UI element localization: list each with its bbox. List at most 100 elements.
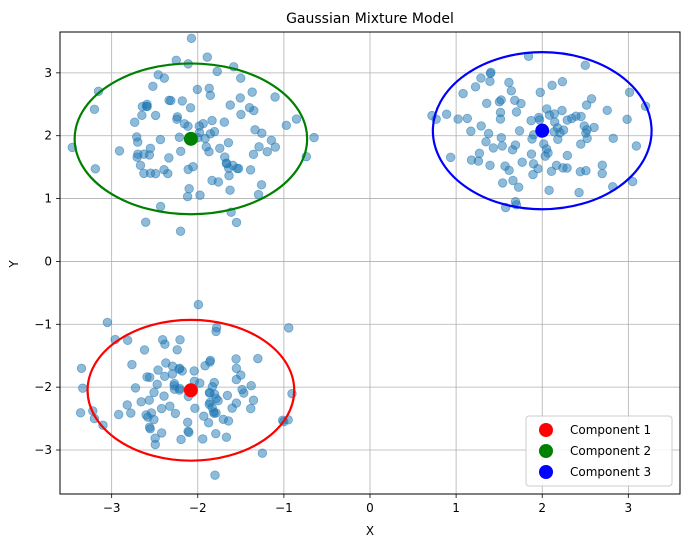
data-point (506, 86, 517, 96)
data-point (504, 77, 514, 88)
data-point (586, 94, 597, 104)
data-point (231, 217, 242, 228)
data-point (481, 98, 492, 109)
x-tick-label: −2 (189, 501, 207, 515)
x-axis-label: X (366, 524, 374, 538)
data-point (90, 164, 101, 174)
data-point (177, 96, 187, 106)
data-point (159, 73, 169, 83)
data-point (176, 146, 186, 157)
data-point (78, 383, 88, 393)
data-point (224, 171, 234, 181)
data-point (236, 73, 246, 83)
data-point (485, 76, 495, 87)
data-point (514, 126, 525, 136)
data-point (122, 335, 133, 345)
data-point (476, 73, 486, 83)
data-point (144, 395, 154, 405)
data-point (221, 432, 232, 442)
data-point (76, 363, 87, 373)
data-point (453, 114, 463, 124)
data-point (159, 165, 169, 175)
y-tick-label: 3 (44, 66, 52, 80)
data-point (144, 372, 155, 382)
data-point (141, 217, 151, 227)
data-point (622, 114, 632, 124)
data-point (175, 226, 186, 236)
data-point (75, 408, 86, 418)
data-point (198, 434, 208, 444)
data-point (135, 160, 146, 170)
data-point (474, 148, 485, 159)
data-point (93, 86, 104, 96)
data-point (126, 408, 136, 418)
data-point (127, 359, 137, 370)
data-point (211, 428, 221, 439)
data-point (526, 149, 537, 159)
data-point (495, 107, 506, 118)
component-ellipse-1 (86, 318, 296, 462)
data-point (198, 118, 208, 129)
component-mean-1 (183, 383, 198, 398)
data-point (245, 165, 256, 175)
y-tick-label: −3 (34, 443, 52, 457)
data-point (182, 191, 193, 202)
data-point (159, 391, 169, 401)
data-point (544, 110, 555, 120)
data-point (253, 189, 264, 200)
data-point (165, 401, 175, 411)
data-point (237, 384, 247, 395)
data-point (257, 448, 268, 458)
data-point (528, 159, 539, 169)
component-ellipse-2 (73, 62, 309, 216)
legend-label-2: Component 2 (570, 444, 651, 458)
x-tick-label: −3 (103, 501, 121, 515)
data-point (183, 426, 193, 437)
legend-label-3: Component 3 (570, 465, 651, 479)
data-point (551, 160, 562, 170)
data-point (510, 95, 520, 105)
data-point (254, 142, 264, 152)
data-point (156, 403, 167, 414)
data-point (576, 139, 586, 149)
data-point (534, 112, 544, 123)
data-point (624, 87, 635, 98)
data-point (236, 109, 246, 120)
data-point (246, 380, 256, 391)
data-point (497, 141, 507, 151)
data-point (557, 105, 567, 116)
data-point (235, 93, 245, 103)
data-point (225, 100, 235, 110)
data-point (150, 168, 161, 179)
data-point (581, 100, 592, 110)
data-point (231, 398, 242, 408)
data-point (284, 323, 294, 333)
data-point (608, 133, 618, 144)
data-point (192, 84, 203, 95)
x-tick-label: −1 (275, 501, 293, 515)
data-point (486, 67, 496, 78)
data-point (247, 87, 257, 97)
x-tick-label: 3 (625, 501, 633, 515)
data-point (172, 114, 182, 124)
data-point (179, 119, 190, 129)
x-tick-label: 0 (366, 501, 374, 515)
component-mean-2 (183, 131, 198, 146)
component-ellipse-3 (431, 51, 653, 211)
data-point (553, 134, 563, 144)
data-point (137, 110, 147, 121)
data-point (544, 185, 554, 195)
legend: Component 1 Component 2 Component 3 (525, 415, 673, 487)
data-point (458, 88, 468, 99)
data-point (513, 182, 524, 192)
data-point (170, 408, 181, 419)
data-point (210, 470, 220, 480)
data-point (164, 95, 174, 105)
data-point (199, 411, 209, 421)
data-point (98, 420, 108, 430)
data-point (262, 147, 272, 157)
data-point (129, 117, 140, 127)
data-point (102, 317, 113, 328)
data-point (160, 339, 170, 349)
